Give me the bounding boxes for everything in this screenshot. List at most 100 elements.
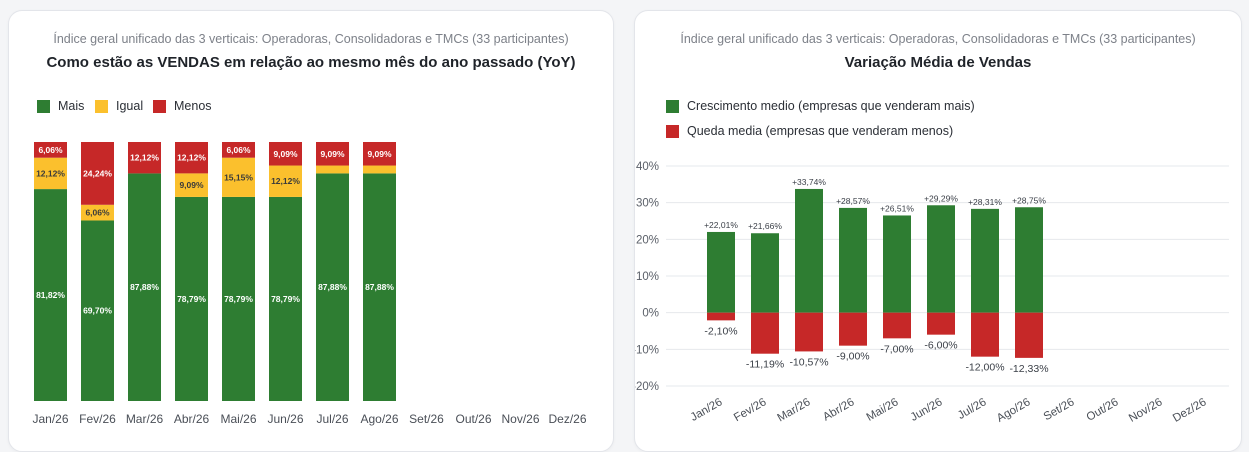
data-label-queda: -9,00% (836, 351, 869, 363)
legend-swatch-crescimento (666, 99, 679, 113)
data-label-menos: 24,24% (83, 168, 112, 178)
growth-decline-bar-chart: 40% 30% 20% 10% 0% -10% -20% Jan/26 +22,01% -2,10… (635, 161, 1229, 425)
bar-crescimento (971, 208, 999, 313)
y-tick-label: 20% (636, 234, 659, 246)
x-tick-label: Nov/26 (1127, 396, 1165, 425)
x-tick-label: Fev/26 (732, 396, 768, 424)
bar-segment-menos (34, 142, 67, 158)
legend-item-menos[interactable]: Menos (153, 99, 212, 113)
bar-segment-igual (175, 173, 208, 197)
bar-segment-igual (363, 165, 396, 174)
data-label-menos: 9,09% (273, 149, 298, 159)
bar-crescimento (795, 188, 823, 313)
data-label-menos: 9,09% (367, 149, 392, 159)
data-label-queda: -2,10% (704, 325, 737, 337)
x-tick-label: Mar/26 (126, 412, 164, 426)
x-tick-label: Ago/26 (360, 412, 398, 426)
bar-segment-mais (222, 196, 255, 401)
bar-queda (883, 312, 911, 339)
data-label-mais: 78,79% (271, 294, 300, 304)
data-label-queda: -12,00% (965, 362, 1004, 374)
data-label-crescimento: +22,01% (704, 220, 738, 230)
x-tick-label: Set/26 (409, 412, 444, 426)
x-tick-label: Jun/26 (267, 412, 303, 426)
legend-item-crescimento[interactable]: Crescimento medio (empresas que venderam… (666, 99, 975, 113)
data-label-queda: -12,33% (1009, 363, 1048, 375)
y-tick-label: -10% (635, 344, 659, 356)
bar-segment-menos (175, 142, 208, 174)
legend-swatch-igual (95, 99, 108, 113)
x-tick-label: Ago/26 (995, 396, 1033, 425)
data-label-crescimento: +29,29% (924, 193, 958, 203)
x-tick-label: Dez/26 (548, 412, 586, 426)
data-label-queda: -10,57% (789, 356, 828, 368)
x-tick-label: Jul/26 (316, 412, 348, 426)
legend-label-menos: Menos (174, 99, 212, 113)
bar-segment-mais (81, 220, 114, 401)
bar-segment-mais (363, 173, 396, 401)
bar-segment-mais (34, 189, 67, 401)
data-label-igual: 6,06% (85, 208, 110, 218)
data-label-queda: -6,00% (924, 340, 957, 352)
bar-segment-menos (316, 142, 349, 166)
y-tick-label: 30% (636, 198, 659, 210)
data-label-mais: 87,88% (318, 282, 347, 292)
bar-crescimento (1015, 207, 1043, 313)
data-label-queda: -11,19% (746, 359, 784, 371)
x-tick-label: Mai/26 (865, 396, 901, 424)
x-tick-label: Abr/26 (821, 396, 856, 423)
x-tick-label: Jan/26 (32, 412, 68, 426)
x-tick-label: Dez/26 (1171, 396, 1209, 425)
bar-segment-menos (222, 142, 255, 158)
x-tick-label: Jan/26 (689, 396, 725, 424)
legend-label-crescimento: Crescimento medio (empresas que venderam… (687, 99, 975, 113)
data-label-mais: 78,79% (224, 294, 253, 304)
bar-crescimento (707, 231, 735, 313)
bar-segment-mais (269, 196, 302, 401)
data-label-crescimento: +26,51% (880, 203, 914, 213)
x-tick-label: Nov/26 (501, 412, 539, 426)
chart-title: Como estão as VENDAS em relação ao mesmo… (46, 54, 576, 71)
chart-subtitle: Índice geral unificado das 3 verticais: … (680, 32, 1196, 46)
x-tick-label: Out/26 (455, 412, 491, 426)
legend-item-queda[interactable]: Queda media (empresas que venderam menos… (666, 124, 953, 138)
data-label-igual: 15,15% (224, 172, 253, 182)
data-label-mais: 69,70% (83, 306, 112, 316)
x-tick-label: Mai/26 (220, 412, 256, 426)
bar-queda (1015, 312, 1043, 358)
legend-item-igual[interactable]: Igual (95, 99, 143, 113)
data-label-menos: 6,06% (38, 145, 63, 155)
stacked-bar-chart: Jan/26 81,82% 12,12% 6,06% Fev/26 69,70% 6,06%… (32, 142, 587, 426)
data-label-crescimento: +28,57% (836, 196, 870, 206)
x-tick-label: Out/26 (1085, 396, 1121, 424)
data-label-mais: 78,79% (177, 294, 206, 304)
bar-segment-menos (81, 142, 114, 205)
y-tick-label: -20% (635, 381, 659, 393)
data-label-menos: 12,12% (177, 153, 206, 163)
data-label-menos: 12,12% (130, 153, 159, 163)
legend-swatch-mais (37, 99, 50, 113)
data-label-menos: 9,09% (320, 149, 345, 159)
bar-crescimento (927, 205, 955, 313)
chart-title: Variação Média de Vendas (844, 54, 1032, 71)
bar-segment-igual (222, 157, 255, 197)
legend-label-queda: Queda media (empresas que venderam menos… (687, 124, 954, 138)
x-tick-label: Abr/26 (174, 412, 210, 426)
x-tick-label: Mar/26 (775, 396, 812, 424)
legend-label-mais: Mais (58, 99, 85, 113)
bar-segment-mais (128, 173, 161, 401)
y-tick-label: 0% (642, 308, 659, 320)
data-label-igual: 12,12% (271, 176, 300, 186)
data-label-crescimento: +21,66% (748, 221, 782, 231)
x-tick-label: Fev/26 (79, 412, 116, 426)
bar-crescimento (839, 207, 867, 313)
legend-item-mais[interactable]: Mais (37, 99, 84, 113)
data-label-igual: 12,12% (36, 168, 65, 178)
y-tick-label: 40% (636, 161, 659, 173)
data-label-mais: 87,88% (130, 282, 159, 292)
x-tick-label: Jul/26 (956, 396, 989, 422)
data-label-crescimento: +28,31% (968, 197, 1002, 207)
bar-segment-menos (269, 142, 302, 166)
vendas-yoy-card: Índice geral unificado das 3 verticais: … (8, 10, 614, 452)
data-label-crescimento: +33,74% (792, 177, 826, 187)
